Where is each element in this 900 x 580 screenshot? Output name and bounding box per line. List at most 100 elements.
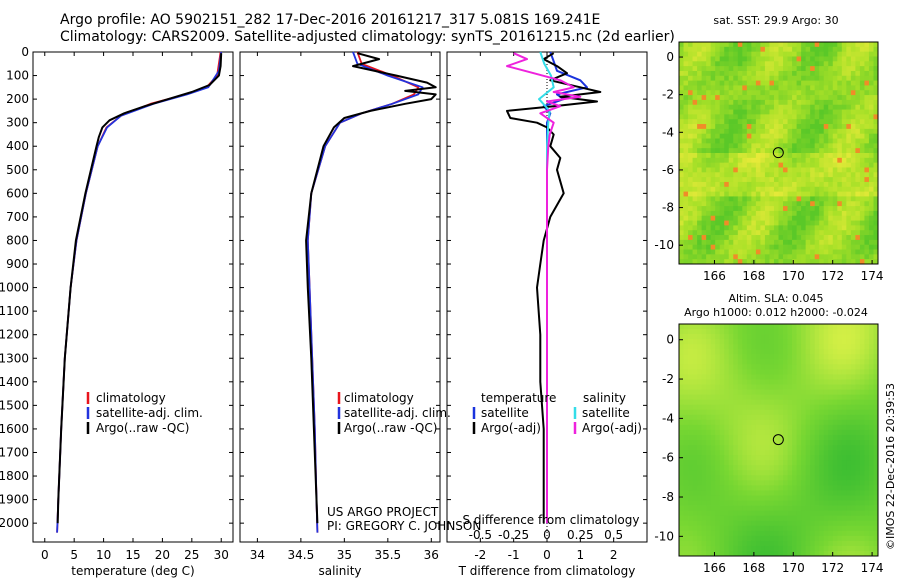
map-cell [855,440,861,446]
map-cell [841,153,847,159]
map-cell [832,505,838,512]
map-cell [737,235,743,241]
map-cell [733,172,739,178]
map-cell [733,124,739,130]
map-cell [737,424,743,431]
x-tick-label: 36 [424,548,439,562]
map-cell [850,500,856,506]
map-cell [814,230,820,236]
map-cell [792,354,797,360]
map-cell [841,460,847,466]
map-cell [823,480,829,486]
map-cell [805,42,811,48]
map-cell [792,465,797,471]
map-cell [697,525,703,532]
map-cell [819,495,825,501]
map-cell [710,550,716,557]
map-cell [832,220,838,226]
map-cell [778,104,784,110]
map-cell [819,220,825,226]
map-cell [773,505,779,512]
map-cell [719,344,725,350]
map-cell [692,157,698,164]
map-cell [733,191,739,197]
map-cell [832,124,838,130]
map-cell [841,495,847,501]
map-cell [692,235,698,241]
map-cell [859,475,865,481]
map-cell [773,181,779,188]
map-x-tick-label: 170 [782,269,805,283]
map-cell [728,191,734,197]
map-cell [719,394,725,401]
map-cell [855,510,861,517]
map-cell [828,339,834,345]
map-cell [814,485,820,491]
map-cell [805,495,811,501]
map-cell [697,244,703,250]
map-cell [755,369,761,375]
map-cell [692,109,698,115]
map-cell [715,419,721,426]
map-cell [719,359,725,365]
map-cell [778,505,784,512]
map-cell [688,99,693,106]
map-cell [773,104,779,110]
map-cell [773,56,779,62]
map-cell [683,162,689,168]
map-cell [697,339,703,345]
map-cell [787,344,793,350]
x-tick-label-S: 0.25 [567,528,594,542]
map-cell [859,157,865,164]
map-cell [724,90,730,96]
map-cell [733,239,739,246]
map-cell [832,450,838,456]
map-cell [733,490,739,496]
map-cell [783,85,788,91]
map-cell [697,455,703,461]
map-cell [868,545,874,552]
map-cell [724,75,730,82]
map-cell [868,70,874,77]
map-cell [868,349,874,355]
map-cell [692,128,698,135]
map-cell [841,56,847,62]
map-cell [810,460,816,466]
map-cell [810,56,816,62]
map-cell [746,157,752,164]
map-cell [832,369,838,375]
map-cell [688,480,693,486]
map-cell [873,445,879,451]
map-cell [755,384,761,390]
map-cell [683,181,689,188]
map-cell [724,167,730,173]
map-cell [792,324,797,330]
map-cell [746,540,752,547]
map-cell [873,465,879,471]
map-cell [846,530,852,537]
map-cell [846,520,852,527]
map-cell [859,530,865,537]
map-cell [697,334,703,340]
map-cell [755,339,761,345]
map-cell [764,414,770,421]
map-cell [728,162,734,168]
map-cell [832,525,838,532]
map-cell [787,254,793,260]
map-cell [873,244,879,250]
map-cell [792,95,797,101]
map-cell [846,90,852,96]
map-cell [751,460,757,466]
map-cell [715,128,721,135]
map-cell [864,90,870,96]
map-cell [787,550,793,557]
map-cell [764,201,770,207]
map-cell [814,424,820,431]
map-cell [751,206,757,212]
map-cell [846,545,852,552]
map-cell [728,201,734,207]
map-cell [737,490,743,496]
map-cell [755,124,761,130]
map-cell [769,339,775,345]
map-cell [796,42,802,48]
